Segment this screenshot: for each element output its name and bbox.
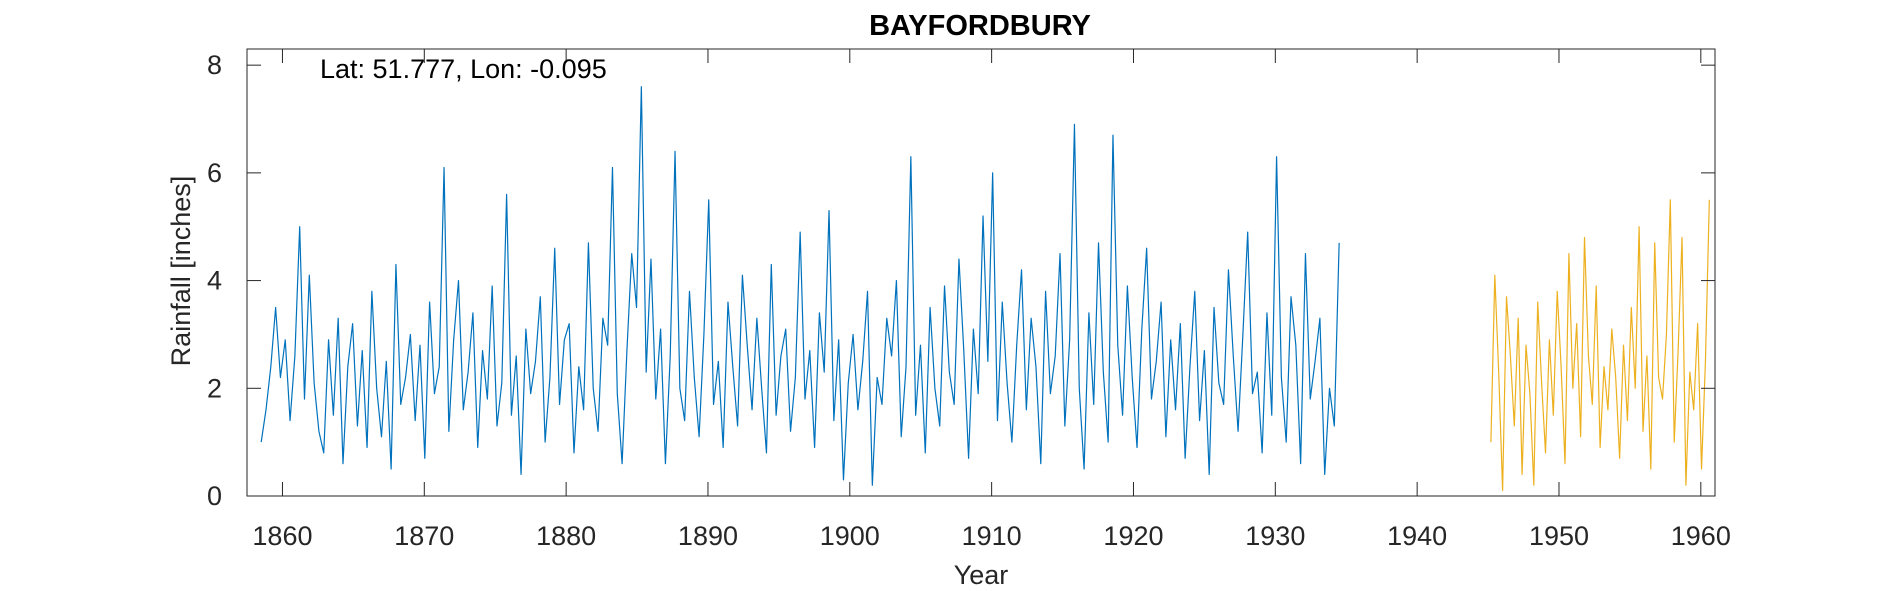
x-tick-label: 1930 (1245, 521, 1305, 551)
x-tick-label: 1880 (536, 521, 596, 551)
x-tick-label: 1870 (394, 521, 454, 551)
x-tick-label: 1900 (820, 521, 880, 551)
y-tick-label: 4 (207, 266, 222, 296)
location-annotation: Lat: 51.777, Lon: -0.095 (320, 54, 607, 84)
x-tick-label: 1920 (1103, 521, 1163, 551)
x-axis-label: Year (954, 560, 1009, 590)
series-line-1 (260, 86, 1340, 486)
x-tick-label: 1860 (252, 521, 312, 551)
x-tick-label: 1950 (1529, 521, 1589, 551)
y-axis-label: Rainfall [inches] (166, 176, 196, 367)
x-tick-label: 1910 (962, 521, 1022, 551)
chart-title: BAYFORDBURY (869, 10, 1091, 42)
series-line-2 (1490, 199, 1710, 492)
series-layer (260, 86, 1710, 492)
y-tick-label: 2 (207, 373, 222, 403)
axis-ticks: 1860 1870 1880 1890 1900 1910 1920 1930 1940 1950… (207, 49, 1731, 551)
y-tick-label: 0 (207, 481, 222, 511)
y-tick-label: 8 (207, 50, 222, 80)
x-tick-label: 1890 (678, 521, 738, 551)
y-tick-label: 6 (207, 158, 222, 188)
x-tick-label: 1940 (1387, 521, 1447, 551)
x-tick-label: 1960 (1671, 521, 1731, 551)
